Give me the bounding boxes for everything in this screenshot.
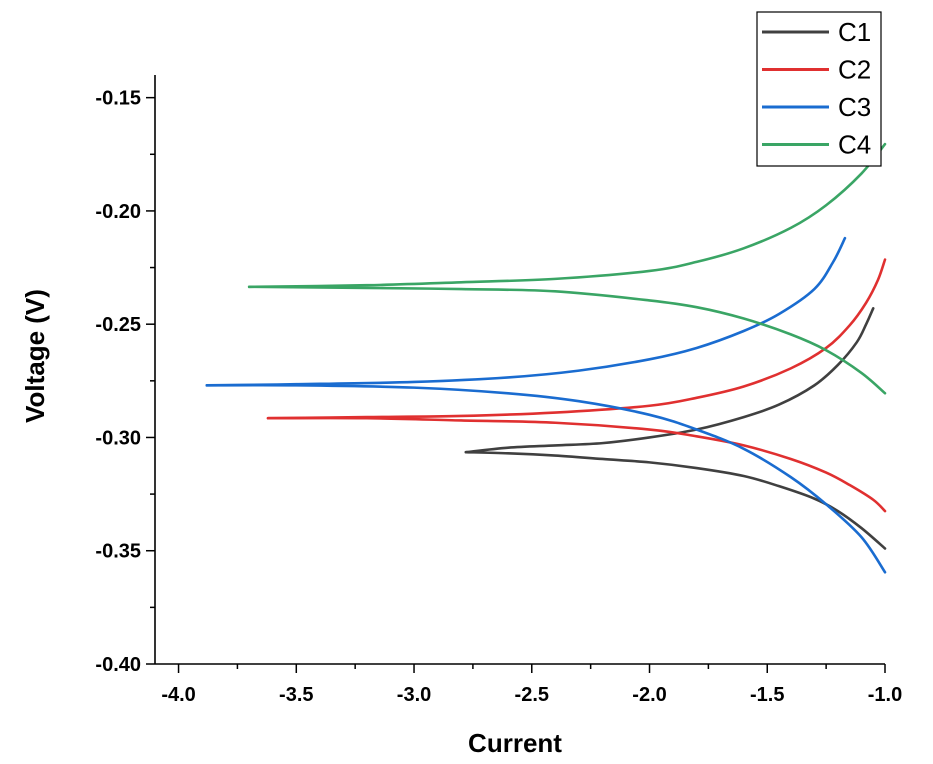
x-tick-label: -1.0	[868, 684, 902, 706]
y-tick-label: -0.40	[95, 654, 141, 676]
y-tick-label: -0.25	[95, 314, 141, 336]
y-axis-title: Voltage (V)	[20, 289, 50, 423]
series-c4-line-lower	[247, 285, 887, 395]
plot-area: -4.0 -3.5 -3.0 -2.5 -2.0 -1.5 -1.0 -0.15-0.20-…	[95, 75, 902, 706]
y-ticks: -0.15 -0.20 -0.25 -0.30 -0.35 -0.40	[95, 88, 155, 676]
series-c1-line-lower	[464, 450, 887, 550]
y-tick-label: -0.20	[95, 201, 141, 223]
x-tick-label: -2.5	[515, 684, 549, 706]
legend: C1 C2 C3 C4	[756, 11, 882, 167]
series-c3-line-lower	[205, 383, 887, 574]
series-c4	[247, 142, 887, 395]
x-tick-label: -3.0	[397, 684, 431, 706]
legend-label: C2	[838, 55, 871, 85]
x-tick-label: -1.5	[750, 684, 784, 706]
legend-label: C3	[838, 92, 871, 122]
legend-item-c3: C3	[762, 92, 871, 122]
series-c1	[464, 307, 887, 550]
series-c2-line-upper	[266, 258, 887, 420]
legend-item-c1: C1	[762, 17, 871, 47]
x-tick-label: -2.0	[632, 684, 666, 706]
series-c2-line-lower	[266, 416, 887, 513]
x-ticks: -4.0 -3.5 -3.0 -2.5 -2.0 -1.5 -1.0	[161, 664, 902, 706]
y-tick-label: -0.15	[95, 88, 141, 110]
series-c4-line-upper	[247, 142, 887, 289]
series-c3	[205, 236, 887, 574]
x-tick-label: -3.5	[279, 684, 313, 706]
legend-box	[756, 11, 882, 167]
series-c2	[266, 258, 887, 513]
series-c1-line-upper	[464, 307, 875, 454]
x-axis-title: Current	[468, 728, 562, 758]
legend-item-c2: C2	[762, 55, 871, 85]
y-tick-label: -0.30	[95, 427, 141, 449]
legend-item-c4: C4	[762, 130, 871, 160]
series-layer	[205, 142, 887, 574]
legend-label: C1	[838, 17, 871, 47]
x-tick-label: -4.0	[161, 684, 195, 706]
legend-label: C4	[838, 130, 871, 160]
series-c3-line-upper	[205, 236, 847, 387]
y-tick-label: -0.35	[95, 541, 141, 563]
legend-entries: C1 C2 C3 C4	[762, 17, 871, 160]
